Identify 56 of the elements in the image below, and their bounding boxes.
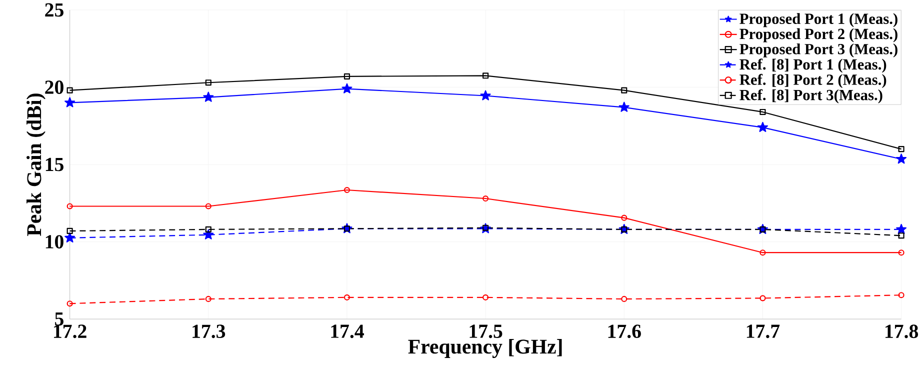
- point: [482, 72, 489, 79]
- point: [760, 250, 766, 256]
- x-tick-label: 17.2: [54, 324, 86, 338]
- x-tick-label: 17.7: [746, 324, 780, 338]
- point: [896, 154, 907, 164]
- y-tick-label: 15: [46, 158, 64, 172]
- point: [344, 226, 350, 232]
- y-axis-title: Peak Gain (dBi): [26, 94, 46, 236]
- point: [621, 214, 628, 221]
- point: [898, 292, 904, 298]
- point: [64, 232, 76, 243]
- point: [342, 83, 352, 94]
- point: [205, 296, 212, 302]
- legend-label: Proposed Port 1 (Meas.): [740, 13, 898, 28]
- point: [482, 224, 489, 231]
- point: [344, 73, 350, 80]
- point: [760, 295, 766, 302]
- point: [618, 102, 630, 112]
- point: [757, 122, 768, 132]
- point: [480, 90, 491, 100]
- x-tick-label: 17.5: [470, 324, 502, 338]
- point: [621, 226, 628, 233]
- point: [205, 80, 212, 86]
- y-tick-label: 5: [55, 312, 64, 326]
- point: [205, 203, 212, 210]
- point: [64, 97, 76, 108]
- y-tick-label: 10: [46, 235, 64, 249]
- legend-label: Ref. [8] Port 1 (Meas.): [740, 58, 886, 73]
- legend-label: Ref. [8] Port 2 (Meas.): [740, 74, 886, 88]
- point: [66, 300, 73, 307]
- x-tick-label: 17.6: [608, 324, 641, 338]
- x-tick-label: 17.8: [886, 324, 918, 338]
- point: [344, 294, 350, 301]
- x-axis-title: Frequency [GHz]: [408, 339, 562, 358]
- point: [203, 92, 214, 102]
- point: [482, 196, 489, 202]
- point: [760, 226, 766, 233]
- point: [896, 224, 907, 234]
- x-tick-label: 17.4: [331, 324, 364, 338]
- legend-label: Proposed Port 3 (Meas.): [740, 44, 898, 58]
- y-tick-label: 20: [45, 80, 64, 94]
- point: [203, 229, 214, 240]
- point: [482, 294, 489, 301]
- point: [205, 226, 212, 233]
- x-tick-label: 17.3: [192, 324, 226, 338]
- legend-label: Ref. [8] Port 3(Meas.): [740, 89, 882, 104]
- point: [898, 232, 904, 239]
- point: [621, 296, 628, 302]
- y-tick-label: 25: [45, 3, 64, 17]
- legend-label: Proposed Port 2 (Meas.): [740, 28, 898, 42]
- point: [760, 109, 766, 116]
- point: [898, 146, 904, 152]
- point: [66, 87, 73, 94]
- point: [66, 228, 73, 234]
- point: [344, 187, 350, 194]
- point: [621, 87, 628, 94]
